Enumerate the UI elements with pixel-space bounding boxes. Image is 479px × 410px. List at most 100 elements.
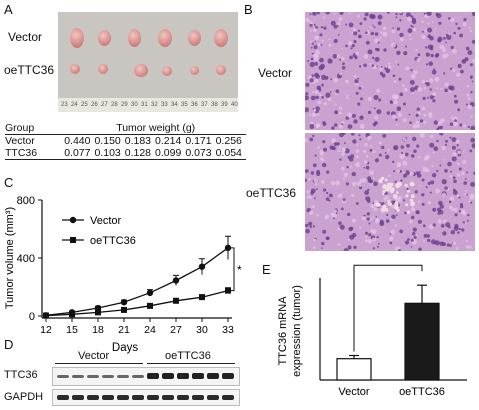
he-cell bbox=[382, 192, 385, 196]
he-nucleus bbox=[373, 95, 379, 100]
he-nucleus bbox=[342, 177, 345, 180]
blot-band-gapdh bbox=[57, 395, 69, 400]
blot-band-ttc36 bbox=[102, 375, 114, 378]
panel-a-label-oettc36: oeTTC36 bbox=[4, 63, 55, 77]
he-nucleus bbox=[387, 62, 391, 65]
he-nucleus bbox=[423, 240, 426, 242]
he-nucleus bbox=[397, 112, 403, 118]
he-cell bbox=[406, 210, 411, 214]
he-cell bbox=[382, 204, 387, 209]
he-nucleus bbox=[454, 99, 459, 104]
table-cell-group: TTC36 bbox=[5, 147, 38, 159]
he-nucleus bbox=[367, 239, 372, 244]
he-nucleus bbox=[373, 250, 375, 251]
he-nucleus bbox=[441, 179, 447, 185]
he-nucleus bbox=[338, 145, 341, 147]
he-nucleus bbox=[425, 186, 428, 189]
data-point-oeTTC36 bbox=[147, 302, 153, 309]
he-nucleus bbox=[429, 191, 432, 194]
bar-Vector bbox=[336, 358, 372, 381]
he-nucleus bbox=[314, 78, 319, 83]
he-nucleus bbox=[348, 22, 354, 28]
he-nucleus bbox=[423, 86, 427, 90]
he-nucleus bbox=[436, 87, 439, 90]
he-nucleus bbox=[462, 22, 467, 27]
he-nucleus bbox=[312, 134, 315, 138]
he-nucleus bbox=[384, 152, 387, 154]
ruler-tick-label: 29 bbox=[121, 102, 128, 108]
he-nucleus bbox=[355, 202, 359, 205]
he-nucleus bbox=[438, 21, 442, 25]
tumor-oe-3 bbox=[134, 64, 148, 77]
he-nucleus bbox=[328, 38, 331, 41]
ruler-tick-label: 39 bbox=[221, 102, 228, 108]
data-point-oeTTC36 bbox=[95, 309, 101, 316]
he-nucleus bbox=[305, 178, 307, 183]
he-nucleus bbox=[428, 114, 433, 118]
he-nucleus bbox=[349, 165, 352, 168]
he-nucleus bbox=[319, 93, 322, 97]
he-nucleus bbox=[400, 145, 404, 149]
blot-group-line-oettc36 bbox=[147, 363, 235, 364]
he-nucleus bbox=[369, 14, 374, 19]
blot-band-gapdh bbox=[72, 395, 84, 400]
he-nucleus bbox=[353, 31, 358, 36]
blot-band-gapdh bbox=[222, 395, 234, 400]
he-nucleus bbox=[376, 235, 379, 239]
he-nucleus bbox=[390, 229, 396, 235]
he-nucleus bbox=[425, 46, 428, 49]
he-nucleus bbox=[333, 142, 338, 146]
he-nucleus bbox=[310, 29, 313, 32]
blot-band-ttc36 bbox=[72, 375, 84, 378]
he-nucleus bbox=[305, 95, 309, 101]
he-nucleus bbox=[411, 17, 416, 22]
he-nucleus bbox=[321, 83, 324, 87]
he-nucleus bbox=[322, 121, 326, 125]
he-nucleus bbox=[465, 189, 468, 192]
he-nucleus bbox=[312, 205, 315, 209]
he-nucleus bbox=[442, 53, 448, 59]
he-nucleus bbox=[338, 124, 344, 129]
x-tick-label: 15 bbox=[66, 324, 78, 336]
panel-label-b: B bbox=[244, 2, 253, 17]
he-nucleus bbox=[327, 58, 333, 64]
ruler-tick-label: 25 bbox=[81, 102, 88, 108]
he-nucleus bbox=[444, 169, 448, 173]
he-nucleus bbox=[427, 238, 431, 243]
he-nucleus bbox=[470, 115, 473, 118]
he-nucleus bbox=[437, 219, 442, 224]
he-nucleus bbox=[391, 200, 396, 205]
he-nucleus bbox=[333, 13, 336, 16]
he-nucleus bbox=[471, 143, 475, 149]
legend-label-oettc36: oeTTC36 bbox=[90, 235, 136, 247]
he-nucleus bbox=[422, 96, 426, 100]
series-line-Vector bbox=[45, 247, 229, 316]
he-nucleus bbox=[310, 57, 314, 61]
he-nucleus bbox=[353, 119, 358, 124]
table-cell: 0.440 bbox=[64, 135, 91, 147]
he-nucleus bbox=[409, 38, 412, 41]
he-nucleus bbox=[451, 156, 457, 162]
he-nucleus bbox=[436, 127, 439, 130]
he-nucleus bbox=[357, 77, 360, 80]
significance-bracket bbox=[353, 264, 423, 352]
he-nucleus bbox=[389, 241, 393, 245]
he-nucleus bbox=[461, 171, 465, 176]
he-nucleus bbox=[472, 58, 475, 63]
he-nucleus bbox=[470, 77, 473, 79]
blot-band-ttc36 bbox=[117, 375, 129, 378]
he-nucleus bbox=[400, 179, 403, 182]
he-nucleus bbox=[350, 47, 353, 50]
he-nucleus bbox=[353, 40, 357, 44]
ruler-tick-label: 33 bbox=[161, 102, 168, 108]
mrna-expression-chart: TTC36 mRNA expression (tumor) Vector oeTTC3… bbox=[277, 262, 467, 398]
he-nucleus bbox=[363, 63, 367, 68]
he-nucleus bbox=[448, 226, 451, 229]
he-nucleus bbox=[305, 223, 309, 228]
he-nucleus bbox=[425, 63, 428, 66]
he-nucleus bbox=[341, 152, 345, 156]
he-cell bbox=[381, 207, 385, 212]
he-nucleus bbox=[417, 86, 423, 92]
he-nucleus bbox=[421, 106, 426, 111]
he-nucleus bbox=[373, 207, 377, 211]
